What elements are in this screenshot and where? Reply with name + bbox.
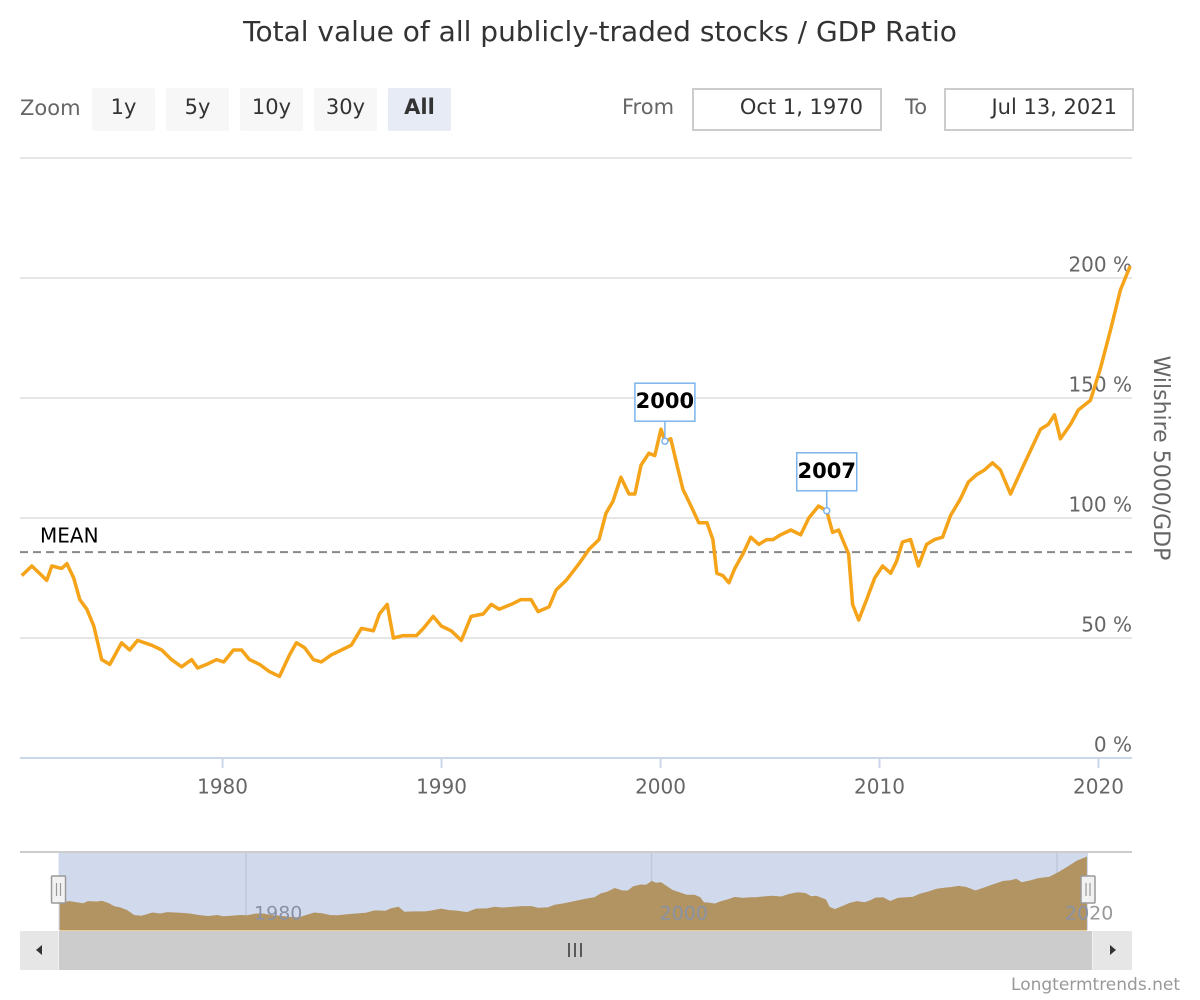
x-tick-label: 2010 bbox=[854, 775, 905, 799]
to-label: To bbox=[904, 95, 927, 119]
navigator-x-label: 1980 bbox=[254, 903, 302, 925]
annotation-label: 2000 bbox=[636, 389, 694, 413]
navigator-handle[interactable] bbox=[50, 875, 67, 904]
zoom-button-label: All bbox=[404, 95, 435, 119]
y-tick-label: 200 % bbox=[1068, 253, 1132, 277]
annotation-point bbox=[661, 437, 669, 445]
annotation-label: 2007 bbox=[798, 459, 856, 483]
zoom-button[interactable] bbox=[166, 88, 229, 131]
y-tick-label: 0 % bbox=[1094, 733, 1132, 757]
zoom-button-label: 5y bbox=[185, 95, 211, 119]
navigator-handle[interactable] bbox=[1080, 875, 1096, 904]
from-input[interactable] bbox=[692, 88, 882, 131]
chart-title: Total value of all publicly-traded stock… bbox=[242, 15, 957, 48]
navigator: 1980 2000 2020 bbox=[20, 851, 1132, 931]
zoom-button-label: 10y bbox=[252, 95, 291, 119]
navigator-x-label: 2020 bbox=[1065, 903, 1113, 925]
y-tick-label: 150 % bbox=[1068, 373, 1132, 397]
x-tick-label: 2000 bbox=[635, 775, 686, 799]
x-tick-label: 2020 bbox=[1073, 775, 1124, 799]
zoom-button-label: 1y bbox=[111, 95, 137, 119]
from-label: From bbox=[622, 95, 674, 119]
annotation-box bbox=[795, 452, 858, 492]
zoom-button-label: 30y bbox=[326, 95, 365, 119]
zoom-button[interactable] bbox=[92, 88, 155, 131]
x-tick-label: 1980 bbox=[197, 775, 248, 799]
annotation-point bbox=[822, 507, 831, 515]
navigator-area bbox=[59, 856, 1087, 931]
mean-label: MEAN bbox=[40, 524, 99, 548]
y-tick-label: 100 % bbox=[1068, 493, 1132, 517]
y-tick-label: 50 % bbox=[1081, 613, 1132, 637]
zoom-button[interactable] bbox=[314, 88, 377, 131]
plot-area: 0 % 50 % 100 % 150 % 200 % 1980 1990 2000 2010 20… bbox=[20, 253, 1132, 799]
annotation-box bbox=[634, 382, 696, 422]
zoom-button[interactable] bbox=[388, 88, 451, 131]
right-arrow bbox=[1110, 945, 1116, 955]
y-axis-title: Wilshire 5000/GDP bbox=[1148, 356, 1173, 561]
navigator-selection bbox=[58, 852, 1089, 930]
zoom-button[interactable] bbox=[240, 88, 303, 131]
scrollbar-grip bbox=[568, 943, 582, 957]
handle-grip bbox=[1085, 883, 1091, 896]
navigator-x-label: 2000 bbox=[660, 903, 708, 925]
x-tick-label: 1990 bbox=[416, 775, 467, 799]
series-line bbox=[20, 265, 1132, 679]
left-arrow bbox=[36, 945, 42, 955]
to-date: Jul 13, 2021 bbox=[989, 95, 1117, 119]
from-date: Oct 1, 1970 bbox=[740, 95, 863, 119]
to-input[interactable] bbox=[944, 88, 1134, 131]
credits: Longtermtrends.net bbox=[1011, 975, 1180, 995]
handle-grip bbox=[55, 883, 62, 896]
zoom-label: Zoom bbox=[20, 96, 81, 120]
